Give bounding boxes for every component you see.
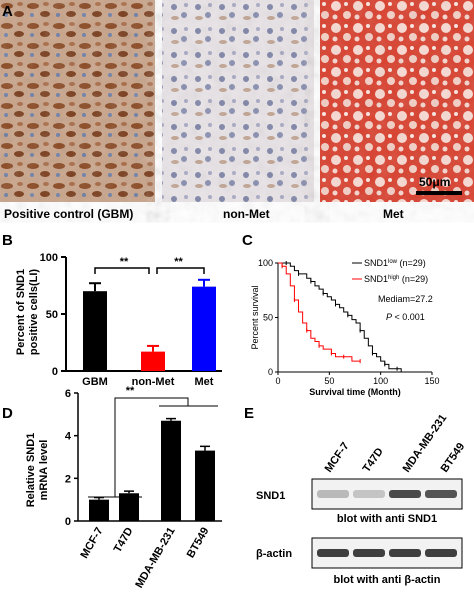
chart-b-bar	[83, 291, 107, 371]
chart-d-sig-label: **	[126, 385, 135, 397]
chart-d-ytick-label: 6	[65, 388, 71, 400]
blot-band	[317, 549, 349, 557]
micrograph-non-met	[162, 0, 314, 202]
chart-d-ytick-label: 4	[65, 431, 72, 443]
caption-non-met: non-Met	[223, 207, 270, 221]
chart-c-series-line	[278, 262, 361, 362]
blot-caption: blot with anti SND1	[337, 513, 437, 525]
chart-b-bar	[192, 286, 216, 371]
blot-row-label: SND1	[256, 490, 285, 502]
chart-b-category-label: GBM	[82, 376, 108, 388]
chart-c-xtick-label: 100	[373, 376, 388, 386]
chart-c-annotation-median: Mediam=27.2	[378, 294, 433, 304]
chart-b-category-label: Met	[195, 376, 214, 388]
micrograph-gbm	[0, 0, 155, 202]
chart-d-ytick-label: 2	[65, 473, 71, 485]
chart-c-xtick-label: 50	[324, 376, 334, 386]
chart-d-bar	[161, 420, 181, 521]
chart-c-xtick-label: 150	[424, 376, 439, 386]
chart-d-sig-bracket	[114, 397, 189, 497]
chart-c-series-line	[278, 262, 402, 372]
chart-b-ytick-label: 50	[46, 309, 58, 321]
panel-a-label-overlay: A	[2, 3, 13, 20]
chart-c-xlabel: Survival time (Month)	[309, 387, 401, 397]
blot-lane-label: T47D	[361, 446, 386, 475]
chart-c-ytick-label: 50	[263, 313, 273, 323]
chart-d-category-label: BT549	[185, 526, 212, 561]
chart-b-ytick-label: 100	[40, 252, 58, 264]
caption-met: Met	[383, 207, 404, 221]
blot-lane-label: MCF-7	[323, 440, 352, 474]
blot-row-label: β-actin	[256, 548, 292, 560]
chart-b-sig-bracket	[94, 267, 150, 274]
chart-c-ylabel: Percent survival	[250, 285, 260, 349]
chart-d-ytick-label: 0	[65, 516, 71, 528]
chart-c-ytick-label: 0	[268, 367, 273, 377]
blot-band	[425, 549, 457, 557]
chart-c-ytick-label: 100	[258, 258, 273, 268]
scale-bar-label: 50μm	[419, 175, 450, 189]
panel-c-label: C	[242, 232, 253, 249]
chart-d-ylabel-line2: mRNA level	[38, 440, 50, 501]
blot-lane-label: BT549	[439, 441, 468, 475]
chart-d-bar	[195, 450, 215, 521]
chart-b-ytick-label: 0	[52, 366, 58, 378]
panel-e-label: E	[244, 405, 254, 422]
chart-d-category-label: T47D	[112, 525, 136, 554]
blot-band	[353, 490, 385, 498]
blot-band	[389, 490, 421, 498]
chart-d-bar	[89, 499, 109, 521]
chart-b-sig-label: **	[174, 256, 183, 268]
blot-band	[317, 490, 349, 498]
chart-b-bar	[141, 351, 165, 371]
chart-b-sig-label: **	[120, 256, 129, 268]
chart-c: 0 50 100 0 50 100 150 Survival time (Month) Perc…	[250, 258, 440, 397]
chart-d-ylabel-line1: Relative SND1	[25, 433, 37, 508]
chart-b-sig-bracket	[156, 267, 205, 274]
chart-d-category-label: MCF-7	[78, 526, 105, 561]
chart-d-bar	[119, 493, 139, 521]
micrograph-met	[320, 0, 474, 202]
chart-b: 0 50 100 GBM non-Met Met ** **	[40, 252, 222, 388]
blot-band	[425, 490, 457, 498]
chart-c-xtick-label: 0	[275, 376, 280, 386]
chart-b-ylabel-line1: Percent of SND1	[15, 269, 27, 355]
panel-d-label: D	[2, 405, 13, 422]
scale-bar	[416, 191, 462, 195]
chart-c-legend-label: SND1high (n=29)	[364, 274, 428, 284]
blot-band	[353, 549, 385, 557]
chart-b-category-label: non-Met	[132, 376, 175, 388]
blot-band	[389, 549, 421, 557]
chart-b-ylabel-line2: positive cells(LI)	[28, 269, 40, 356]
chart-c-annotation-pvalue: P < 0.001	[386, 312, 425, 322]
caption-gbm: Positive control (GBM)	[4, 207, 133, 221]
blot-caption: blot with anti β-actin	[334, 574, 441, 586]
panel-b-label: B	[2, 232, 13, 249]
chart-c-legend-label: SND1low (n=29)	[364, 258, 426, 268]
chart-d-category-label: MDA-MB-231	[133, 526, 177, 591]
